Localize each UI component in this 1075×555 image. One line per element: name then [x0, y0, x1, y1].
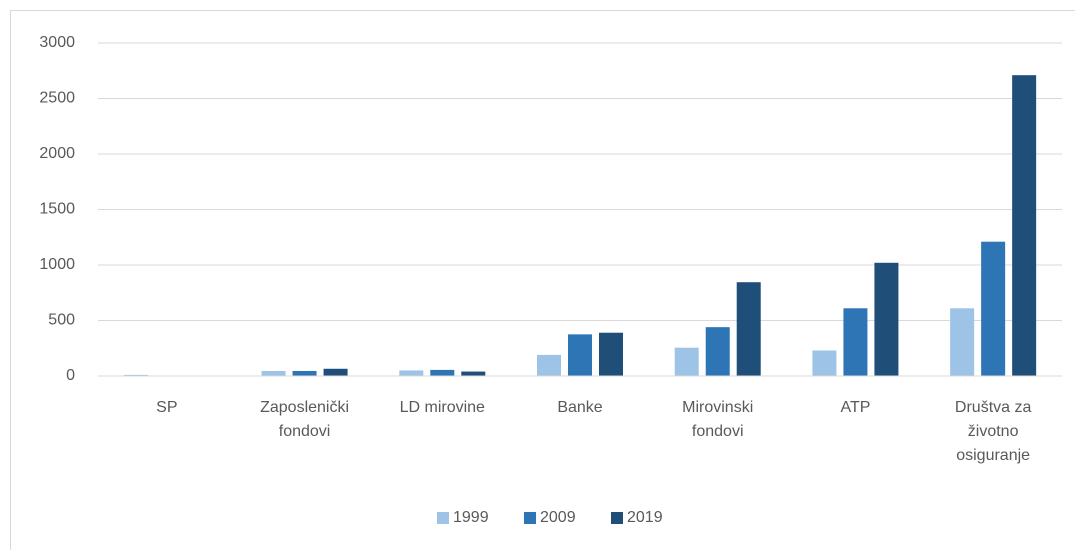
bar	[293, 371, 317, 376]
y-tick-label: 2500	[39, 90, 75, 107]
bar	[324, 369, 348, 376]
bar	[1012, 75, 1036, 376]
legend-label: 2019	[627, 509, 663, 526]
bar	[843, 308, 867, 376]
bar	[812, 350, 836, 376]
legend-label: 1999	[453, 509, 489, 526]
bar	[981, 242, 1005, 376]
y-tick-label: 3000	[39, 34, 75, 51]
x-tick-label: Banke	[557, 399, 602, 416]
y-tick-label: 2000	[39, 145, 75, 162]
bar	[568, 334, 592, 376]
bar	[675, 348, 699, 376]
bar	[599, 333, 623, 376]
y-tick-label: 1000	[39, 256, 75, 273]
bar	[706, 327, 730, 376]
bar	[950, 308, 974, 376]
bar	[262, 371, 286, 376]
legend-label: 2009	[540, 509, 576, 526]
bar	[399, 370, 423, 376]
x-tick-label: LD mirovine	[400, 399, 485, 416]
bar	[461, 372, 485, 376]
x-tick-label: SP	[156, 399, 177, 416]
legend-swatch	[611, 512, 623, 524]
bar	[430, 370, 454, 376]
bar	[537, 355, 561, 376]
legend-swatch	[524, 512, 536, 524]
y-tick-label: 0	[66, 367, 75, 384]
x-tick-label: ATP	[840, 399, 870, 416]
chart-frame	[11, 11, 1075, 551]
y-tick-label: 1500	[39, 201, 75, 218]
bar	[737, 282, 761, 376]
legend-swatch	[437, 512, 449, 524]
y-tick-label: 500	[48, 312, 75, 329]
bar	[874, 263, 898, 376]
